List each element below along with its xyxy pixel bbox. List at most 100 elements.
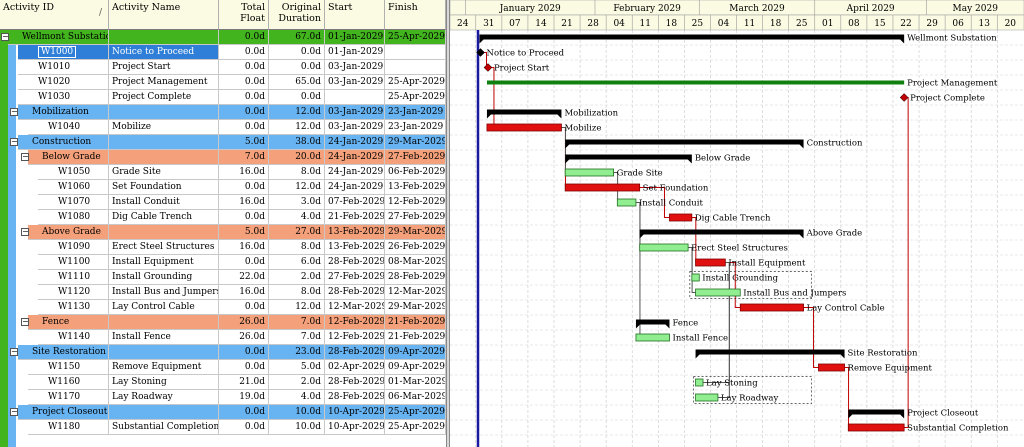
activity-row[interactable]: W1040 Mobilize 0.0d 12.0d 03-Jan-2029 23-Jan-… [0, 120, 446, 135]
summary-bar-end-cap [799, 234, 804, 239]
start-cell-text: 28-Feb-2029 [328, 257, 385, 267]
finish-cell: 23-Jan-2029 [385, 120, 446, 135]
start-cell-text: 28-Feb-2029 [328, 392, 385, 402]
collapse-toggle-icon[interactable]: − [21, 227, 29, 236]
bar-label: Above Grade [806, 229, 863, 239]
collapse-toggle-icon[interactable]: − [10, 137, 18, 146]
week-label: 14 [535, 19, 547, 29]
start-cell-text: 24-Jan-2029 [328, 167, 384, 177]
activity-row[interactable]: W1150 Remove Equipment 0.0d 5.0d 02-Apr-2029… [0, 360, 446, 375]
activity-row[interactable]: W1100 Install Equipment 0.0d 6.0d 28-Feb-202… [0, 255, 446, 270]
activity-name-cell: Project Complete [109, 90, 219, 105]
column-header-start[interactable]: Start [325, 0, 385, 30]
finish-cell-text: 09-Apr-2029 [388, 347, 446, 357]
activity-id-cell-text: W1150 [48, 362, 81, 372]
wbs-row[interactable]: Below Grade 7.0d 20.0d 24-Jan-2029 27-Feb-20… [0, 150, 446, 165]
bar-label: Remove Equipment [848, 364, 933, 374]
wbs-level-band [0, 30, 8, 447]
wbs-row[interactable]: Project Closeout 0.0d 10.0d 10-Apr-2029 25-A… [0, 405, 446, 420]
week-label: 11 [744, 19, 755, 29]
activity-row[interactable]: W1120 Install Bus and Jumpers 16.0d 8.0d 28-… [0, 285, 446, 300]
wbs-row[interactable]: Fence 26.0d 7.0d 12-Feb-2029 21-Feb-2029 − [0, 315, 446, 330]
activity-row[interactable]: W1020 Project Management 0.0d 65.0d 03-Jan-2… [0, 75, 446, 90]
start-cell-text: 28-Feb-2029 [328, 287, 385, 297]
start-cell-text: 03-Jan-2029 [328, 77, 384, 87]
original-duration-cell: 0.0d [269, 45, 325, 60]
original-duration-cell: 8.0d [269, 165, 325, 180]
total-float-cell: 0.0d [219, 210, 269, 225]
activity-row[interactable]: W1170 Lay Roadway 19.0d 4.0d 28-Feb-2029 06-M… [0, 390, 446, 405]
activity-id-cell-text: W1020 [38, 77, 71, 87]
finish-cell: 25-Apr-2029 [385, 75, 446, 90]
finish-cell-text: 28-Feb-2029 [388, 272, 446, 282]
activity-row[interactable]: W1140 Install Fence 26.0d 7.0d 12-Feb-2029 21… [0, 330, 446, 345]
finish-cell: 29-Mar-2029 [385, 300, 446, 315]
total-float-cell: 0.0d [219, 45, 269, 60]
wbs-row[interactable]: Wellmont Substation 0.0d 67.0d 01-Jan-2029 2… [0, 30, 446, 45]
activity-row[interactable]: W1070 Install Conduit 16.0d 3.0d 07-Feb-2029… [0, 195, 446, 210]
wbs-row[interactable]: Site Restoration 0.0d 23.0d 28-Feb-2029 09-A… [0, 345, 446, 360]
activity-row[interactable]: W1030 Project Complete 0.0d 0.0d 25-Apr-2029 [0, 90, 446, 105]
column-header-total-float[interactable]: Total Float [219, 0, 269, 30]
activity-name-cell-text: Install Bus and Jumpers [112, 287, 219, 297]
activity-id-cell: Construction [18, 135, 109, 150]
week-label: 15 [874, 19, 886, 29]
pane-splitter[interactable] [446, 0, 450, 447]
collapse-toggle-icon[interactable]: − [1, 32, 9, 41]
column-header-original-duration-line1: Original [281, 2, 321, 13]
original-duration-cell: 12.0d [269, 300, 325, 315]
finish-cell-text: 21-Feb-2029 [388, 332, 446, 342]
finish-cell-text: 29-Mar-2029 [388, 227, 446, 237]
activity-row[interactable]: W1180 Substantial Completion 0.0d 10.0d 10-A… [0, 420, 446, 435]
start-cell-text: 12-Feb-2029 [328, 332, 385, 342]
activity-row[interactable]: W1010 Project Start 0.0d 0.0d 03-Jan-2029 [0, 60, 446, 75]
activity-row[interactable]: W1080 Dig Cable Trench 0.0d 4.0d 21-Feb-2029… [0, 210, 446, 225]
total-float-cell-text: 7.0d [244, 152, 265, 162]
total-float-cell-text: 0.0d [244, 422, 265, 432]
column-header-original-duration[interactable]: Original Duration [269, 0, 325, 30]
original-duration-cell: 27.0d [269, 225, 325, 240]
week-label: 25 [796, 19, 808, 29]
wbs-row[interactable]: Above Grade 5.0d 27.0d 13-Feb-2029 29-Mar-20… [0, 225, 446, 240]
start-cell-text: 01-Jan-2029 [328, 47, 384, 57]
start-cell: 28-Feb-2029 [325, 375, 385, 390]
column-header-activity-name[interactable]: Activity Name [109, 0, 219, 30]
activity-row[interactable]: W1000 Notice to Proceed 0.0d 0.0d 01-Jan-202… [0, 45, 446, 60]
wbs-row[interactable]: Mobilization 0.0d 12.0d 03-Jan-2029 23-Jan-2… [0, 105, 446, 120]
activity-row[interactable]: W1130 Lay Control Cable 0.0d 12.0d 12-Mar-20… [0, 300, 446, 315]
column-header-activity-id[interactable]: Activity ID / [0, 0, 109, 30]
column-header-total-float-line2: Float [240, 13, 265, 24]
total-float-cell: 0.0d [219, 120, 269, 135]
summary-bar-start-cap [639, 234, 644, 239]
sort-icon: / [98, 8, 102, 18]
activity-id-cell: Below Grade [28, 150, 109, 165]
original-duration-cell: 12.0d [269, 180, 325, 195]
critical-activity-bar [695, 258, 726, 267]
activity-row[interactable]: W1050 Grade Site 16.0d 8.0d 24-Jan-2029 06-Fe… [0, 165, 446, 180]
activity-row[interactable]: W1110 Install Grounding 22.0d 2.0d 27-Feb-20… [0, 270, 446, 285]
original-duration-cell: 8.0d [269, 285, 325, 300]
activity-row[interactable]: W1090 Erect Steel Structures 16.0d 8.0d 13-F… [0, 240, 446, 255]
activity-row[interactable]: W1060 Set Foundation 0.0d 12.0d 24-Jan-2029 1… [0, 180, 446, 195]
finish-cell-text: 06-Mar-2029 [388, 392, 446, 402]
total-float-cell-text: 0.0d [244, 257, 265, 267]
collapse-toggle-icon[interactable]: − [21, 317, 29, 326]
bar-label: Set Foundation [643, 184, 709, 194]
collapse-toggle-icon[interactable]: − [10, 347, 18, 356]
total-float-cell-text: 16.0d [239, 242, 265, 252]
activity-bar [635, 333, 670, 342]
activity-name-cell-text: Remove Equipment [112, 362, 202, 372]
total-float-cell: 0.0d [219, 255, 269, 270]
wbs-row[interactable]: Construction 5.0d 38.0d 24-Jan-2029 29-Mar-2… [0, 135, 446, 150]
activity-row[interactable]: W1160 Lay Stoning 21.0d 2.0d 28-Feb-2029 01-M… [0, 375, 446, 390]
collapse-toggle-icon[interactable]: − [10, 107, 18, 116]
timescale-weeks-band [450, 14, 1024, 31]
column-header-finish[interactable]: Finish [385, 0, 446, 30]
start-cell: 10-Apr-2029 [325, 420, 385, 435]
week-label: 01 [822, 19, 833, 29]
collapse-toggle-icon[interactable]: − [21, 152, 29, 161]
activity-name-cell: Mobilize [109, 120, 219, 135]
activity-bar [695, 378, 704, 387]
collapse-toggle-icon[interactable]: − [10, 407, 18, 416]
